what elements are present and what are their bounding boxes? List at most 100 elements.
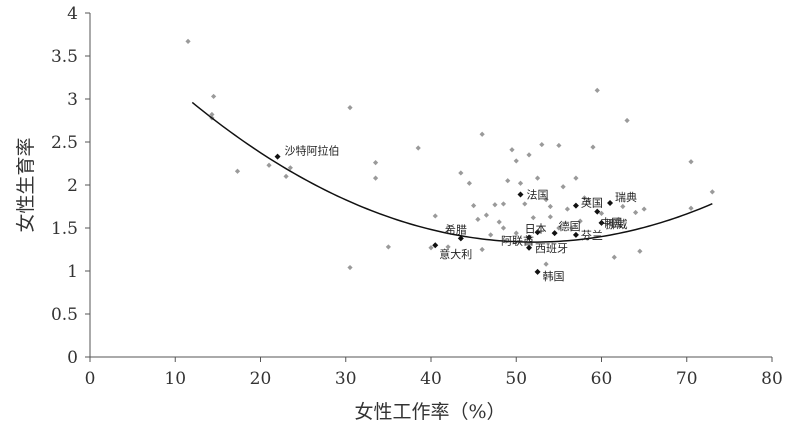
x-tick-label: 0 bbox=[85, 369, 96, 389]
data-point bbox=[500, 225, 507, 231]
data-point bbox=[517, 180, 524, 186]
y-tick-label: 1 bbox=[67, 262, 78, 282]
highlighted-point bbox=[517, 191, 524, 198]
highlighted-point bbox=[607, 200, 614, 207]
data-point bbox=[586, 197, 592, 204]
data-point bbox=[547, 214, 553, 220]
data-point bbox=[347, 105, 353, 111]
y-axis-title: 女性生育率 bbox=[15, 137, 37, 232]
country-label: 德国 bbox=[559, 219, 581, 233]
data-point bbox=[488, 232, 494, 238]
y-tick-label: 3.5 bbox=[51, 47, 78, 67]
data-point bbox=[347, 264, 353, 271]
data-point bbox=[385, 244, 391, 250]
data-point bbox=[471, 203, 477, 209]
highlighted-point bbox=[572, 202, 579, 209]
country-label: 希腊 bbox=[445, 222, 467, 236]
y-tick-label: 3 bbox=[67, 90, 78, 110]
highlighted-point bbox=[551, 230, 558, 237]
data-point bbox=[709, 189, 715, 195]
y-tick-label: 0 bbox=[67, 348, 78, 368]
highlighted-point bbox=[526, 234, 533, 241]
x-tick-label: 60 bbox=[591, 369, 613, 389]
country-label: 沙特阿拉伯 bbox=[285, 144, 340, 158]
data-point bbox=[624, 117, 630, 124]
data-point bbox=[530, 215, 536, 221]
data-point bbox=[211, 93, 217, 100]
country-label: 中国 bbox=[600, 217, 622, 230]
data-point bbox=[479, 131, 485, 137]
data-point bbox=[543, 261, 549, 267]
data-point bbox=[492, 202, 498, 208]
country-label: 法国 bbox=[527, 187, 549, 201]
data-point bbox=[432, 213, 438, 219]
data-point bbox=[483, 212, 490, 218]
data-point bbox=[620, 203, 626, 210]
y-tick-label: 4 bbox=[67, 4, 78, 24]
highlighted-point bbox=[534, 268, 541, 275]
data-point bbox=[581, 195, 588, 201]
x-axis-title: 女性工作率（%） bbox=[354, 401, 505, 423]
x-tick-label: 50 bbox=[505, 369, 527, 389]
x-tick-label: 70 bbox=[676, 369, 698, 389]
data-point bbox=[594, 87, 600, 93]
highlighted-point bbox=[457, 235, 464, 242]
data-point bbox=[564, 206, 570, 212]
data-point bbox=[577, 218, 583, 224]
highlighted-point bbox=[432, 242, 439, 249]
x-tick-label: 20 bbox=[250, 369, 272, 389]
country-label: 西班牙 bbox=[535, 242, 568, 255]
data-point bbox=[266, 162, 272, 168]
data-point bbox=[428, 245, 434, 251]
data-point bbox=[611, 254, 617, 260]
country-label: 日本 bbox=[525, 221, 547, 235]
y-tick-label: 1.5 bbox=[51, 219, 78, 239]
axes: 0 10 20 30 40 50 60 70 80 0 0.5 1 1.5 2 2.5 3 3.5 4 bbox=[51, 4, 783, 389]
data-point bbox=[479, 246, 485, 253]
country-label: 英国 bbox=[581, 196, 603, 210]
data-point bbox=[496, 219, 502, 225]
x-tick-label: 80 bbox=[761, 369, 783, 389]
data-point bbox=[637, 248, 643, 254]
data-point bbox=[641, 206, 647, 212]
data-point bbox=[633, 209, 639, 216]
x-tick-label: 10 bbox=[164, 369, 186, 389]
y-tick-label: 2.5 bbox=[51, 133, 78, 153]
highlighted-point bbox=[274, 153, 281, 160]
highlighted-point bbox=[598, 219, 605, 226]
country-label: 芬兰 bbox=[581, 229, 603, 242]
data-point bbox=[185, 38, 191, 44]
highlighted-point bbox=[594, 208, 601, 215]
data-point bbox=[513, 230, 519, 236]
country-label: 瑞典 bbox=[615, 190, 637, 204]
data-point bbox=[688, 159, 694, 165]
country-label: 阿联酋 bbox=[501, 233, 534, 247]
data-point bbox=[466, 180, 472, 186]
y-tick-label: 2 bbox=[67, 176, 78, 196]
data-point bbox=[590, 144, 596, 150]
country-label: 意大利 bbox=[439, 247, 472, 261]
data-point bbox=[500, 201, 507, 207]
trend-line-group bbox=[191, 101, 713, 243]
data-point bbox=[458, 170, 464, 176]
data-point bbox=[522, 201, 528, 207]
data-point bbox=[234, 168, 241, 174]
data-point bbox=[560, 184, 566, 190]
data-point bbox=[372, 160, 379, 166]
data-point bbox=[598, 210, 605, 216]
data-point bbox=[283, 173, 289, 179]
data-point bbox=[615, 216, 622, 222]
data-point bbox=[688, 205, 694, 211]
data-point bbox=[556, 142, 562, 149]
data-point bbox=[209, 111, 215, 118]
data-point bbox=[445, 244, 451, 250]
data-point bbox=[372, 175, 379, 181]
data-points bbox=[185, 38, 715, 275]
data-point bbox=[526, 152, 532, 158]
data-point bbox=[547, 203, 553, 210]
data-point bbox=[534, 175, 541, 181]
y-tick-label: 0.5 bbox=[51, 305, 78, 325]
